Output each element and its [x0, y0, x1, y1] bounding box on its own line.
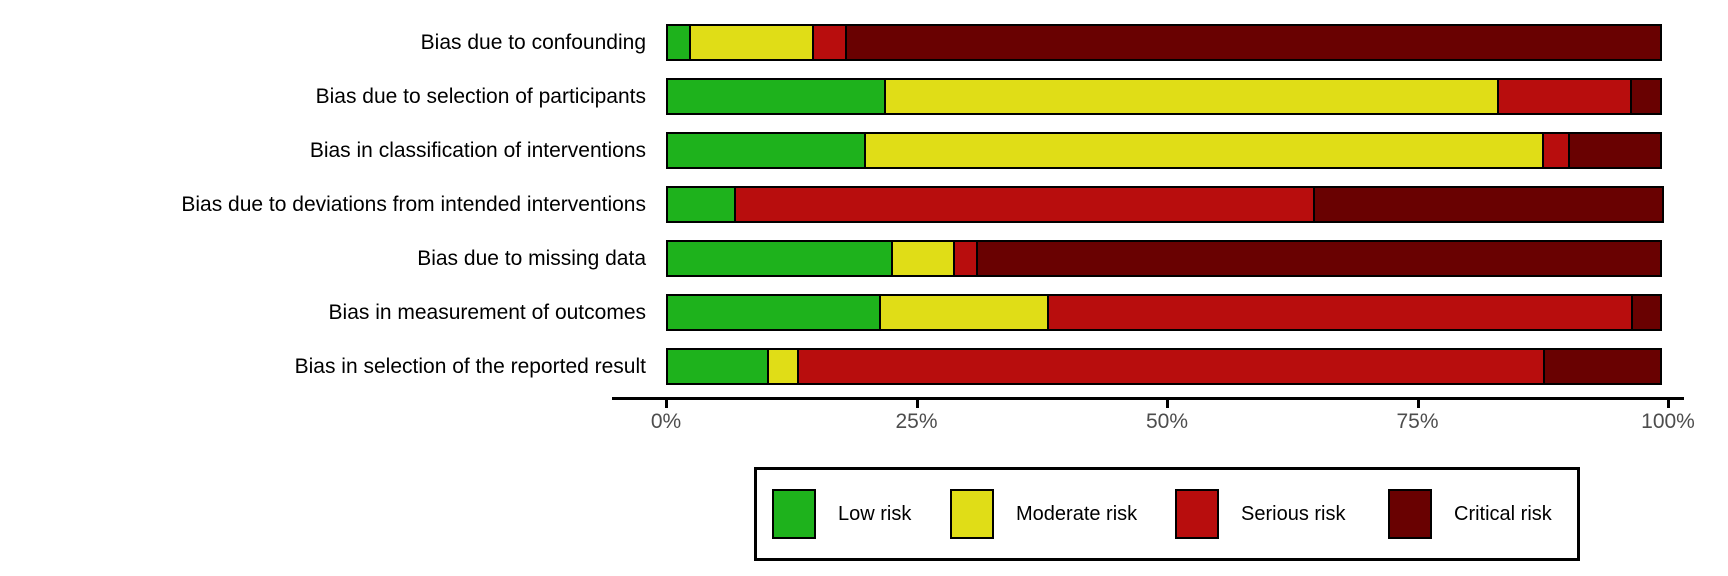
- bar-segment-moderate-risk: [891, 240, 955, 277]
- bar-segment-critical-risk: [845, 24, 1662, 61]
- bar-row: Bias due to deviations from intended int…: [0, 186, 1728, 223]
- bar-segment-serious-risk: [797, 348, 1545, 385]
- stacked-bar: [666, 348, 1668, 385]
- bar-segment-critical-risk: [1630, 294, 1662, 331]
- legend-label: Serious risk: [1241, 502, 1346, 525]
- legend-entry-serious-risk: Serious risk: [1175, 470, 1345, 558]
- bar-segment-low-risk: [666, 348, 770, 385]
- legend-swatch-serious-risk: [1175, 489, 1219, 539]
- category-label: Bias due to confounding: [420, 30, 646, 54]
- x-tick-label: 25%: [895, 410, 938, 433]
- category-label: Bias due to missing data: [417, 246, 646, 270]
- bar-segment-serious-risk: [1541, 132, 1570, 169]
- legend-swatch-moderate-risk: [950, 489, 994, 539]
- stacked-bar: [666, 240, 1668, 277]
- bar-row: Bias in selection of the reported result: [0, 348, 1728, 385]
- bar-row: Bias due to confounding: [0, 24, 1728, 61]
- bar-segment-moderate-risk: [864, 132, 1544, 169]
- bar-segment-serious-risk: [1046, 294, 1633, 331]
- x-axis-line: [612, 397, 1684, 400]
- legend-entry-low-risk: Low risk: [772, 470, 911, 558]
- legend-entry-critical-risk: Critical risk: [1388, 470, 1552, 558]
- bar-segment-critical-risk: [1567, 132, 1662, 169]
- bar-segment-low-risk: [666, 78, 887, 115]
- x-tick-mark: [665, 400, 668, 408]
- bar-segment-moderate-risk: [884, 78, 1499, 115]
- bar-segment-moderate-risk: [767, 348, 800, 385]
- bar-row: Bias in classification of interventions: [0, 132, 1728, 169]
- bar-segment-low-risk: [666, 186, 737, 223]
- bar-segment-low-risk: [666, 24, 692, 61]
- bar-row: Bias in measurement of outcomes: [0, 294, 1728, 331]
- stacked-bar: [666, 186, 1668, 223]
- category-label: Bias in measurement of outcomes: [328, 300, 646, 324]
- bar-segment-critical-risk: [975, 240, 1662, 277]
- bar-segment-serious-risk: [1496, 78, 1632, 115]
- bar-segment-low-risk: [666, 240, 894, 277]
- bar-segment-moderate-risk: [879, 294, 1049, 331]
- bar-segment-serious-risk: [952, 240, 978, 277]
- bar-segment-critical-risk: [1629, 78, 1662, 115]
- x-tick-mark: [1166, 400, 1169, 408]
- stacked-bar: [666, 78, 1668, 115]
- x-tick-label: 50%: [1145, 410, 1189, 433]
- legend-label: Moderate risk: [1016, 502, 1138, 525]
- bar-segment-moderate-risk: [689, 24, 815, 61]
- legend-label: Low risk: [838, 502, 912, 525]
- legend: Low risk Moderate risk Serious risk Critica…: [754, 467, 1580, 561]
- category-label: Bias in classification of interventions: [309, 138, 646, 162]
- bar-row: Bias due to selection of participants: [0, 78, 1728, 115]
- x-tick-mark: [1416, 400, 1420, 408]
- legend-swatch-low-risk: [772, 489, 816, 539]
- bar-row: Bias due to missing data: [0, 240, 1728, 277]
- stacked-bar: [666, 132, 1668, 169]
- x-axis-ticks: 0% 25% 50% 75% 100%: [651, 400, 1695, 440]
- bar-segment-low-risk: [666, 294, 882, 331]
- bar-segment-critical-risk: [1542, 348, 1662, 385]
- bar-segment-serious-risk: [812, 24, 848, 61]
- category-label: Bias due to selection of participants: [315, 84, 646, 108]
- category-label: Bias in selection of the reported result: [294, 354, 646, 378]
- legend-swatch-critical-risk: [1388, 489, 1432, 539]
- stacked-bar: [666, 24, 1668, 61]
- bar-segment-critical-risk: [1313, 186, 1664, 223]
- x-tick-label: 75%: [1396, 410, 1439, 433]
- legend-entry-moderate-risk: Moderate risk: [950, 470, 1137, 558]
- bar-segment-low-risk: [666, 132, 867, 169]
- bar-segment-serious-risk: [734, 186, 1316, 223]
- x-tick-label: 100%: [1641, 410, 1695, 433]
- category-label: Bias due to deviations from intended int…: [181, 192, 646, 216]
- legend-label: Critical risk: [1454, 502, 1552, 525]
- x-tick-mark: [915, 400, 919, 408]
- x-tick-mark: [1667, 400, 1670, 408]
- x-tick-label: 0%: [650, 410, 682, 433]
- stacked-bar: [666, 294, 1668, 331]
